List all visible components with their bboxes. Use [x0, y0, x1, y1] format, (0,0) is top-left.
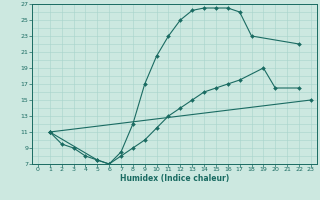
X-axis label: Humidex (Indice chaleur): Humidex (Indice chaleur): [120, 174, 229, 183]
